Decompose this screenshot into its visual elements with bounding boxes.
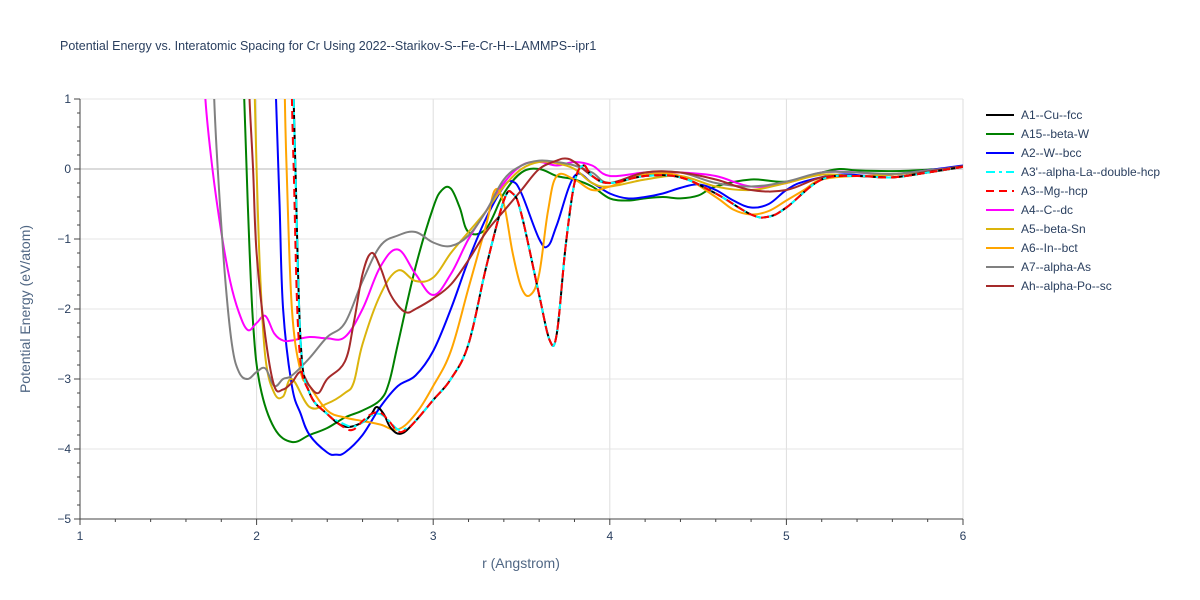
series-line-a3-mg-hcp — [290, 99, 963, 434]
series-line-a1-cu-fcc — [292, 99, 963, 435]
legend-label-a4-c-dc: A4--C--dc — [1021, 203, 1073, 217]
x-tick-label: 5 — [783, 529, 790, 543]
legend-label-a6-in-bct: A6--In--bct — [1021, 241, 1078, 255]
series-line-a5-beta-sn — [253, 99, 963, 410]
y-tick-label: 0 — [64, 162, 71, 176]
chart-title: Potential Energy vs. Interatomic Spacing… — [60, 39, 596, 53]
series-line-a3-alpha-la-double-hcp — [292, 99, 963, 431]
legend-label-ah-alpha-po-sc: Ah--alpha-Po--sc — [1021, 279, 1112, 293]
y-tick-label: −3 — [57, 372, 71, 386]
y-tick-label: −4 — [57, 442, 71, 456]
y-axis-label: Potential Energy (eV/atom) — [17, 225, 33, 393]
series-line-a7-alpha-as — [213, 99, 963, 388]
x-tick-label: 6 — [960, 529, 967, 543]
legend-label-a2-w-bcc: A2--W--bcc — [1021, 146, 1081, 160]
legend: A1--Cu--fcc A15--beta-W A2--W--bcc A3'--alp… — [986, 108, 1160, 293]
y-tick-label: −1 — [57, 232, 71, 246]
legend-label-a7-alpha-as: A7--alpha-As — [1021, 260, 1091, 274]
y-tick-label: 1 — [64, 92, 71, 106]
series-line-a15-beta-w — [243, 99, 963, 444]
series-line-a4-c-dc — [204, 99, 963, 343]
legend-label-a15-beta-w: A15--beta-W — [1021, 127, 1090, 141]
x-axis-label: r (Angstrom) — [482, 555, 560, 571]
series-line-ah-alpha-po-sc — [248, 99, 963, 395]
legend-label-a3-alpha-la-double-hcp: A3'--alpha-La--double-hcp — [1021, 165, 1160, 179]
axes: 1 2 3 4 5 6 1 0 −1 −2 −3 −4 −5 — [57, 92, 966, 543]
x-tick-label: 3 — [430, 529, 437, 543]
x-tick-label: 4 — [606, 529, 613, 543]
x-tick-label: 2 — [253, 529, 260, 543]
y-tick-label: −2 — [57, 302, 71, 316]
x-tick-label: 1 — [77, 529, 84, 543]
legend-label-a1-cu-fcc: A1--Cu--fcc — [1021, 108, 1082, 122]
legend-label-a3-mg-hcp: A3--Mg--hcp — [1021, 184, 1088, 198]
series-line-a6-in-bct — [283, 99, 963, 431]
y-tick-label: −5 — [57, 512, 71, 526]
series-line-a2-w-bcc — [275, 99, 963, 456]
plot-area — [204, 99, 963, 456]
legend-label-a5-beta-sn: A5--beta-Sn — [1021, 222, 1086, 236]
